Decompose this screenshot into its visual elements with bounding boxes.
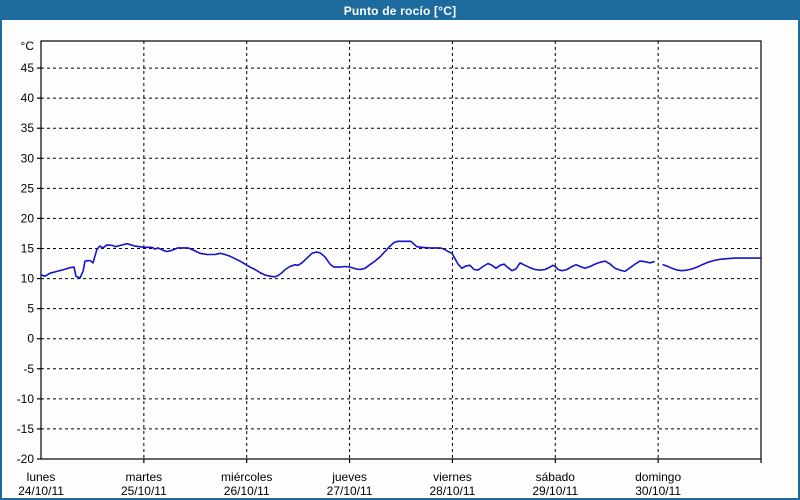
y-tick-label: 45 — [21, 61, 35, 75]
y-tick-label: -20 — [17, 452, 35, 466]
y-tick-label: 10 — [21, 272, 35, 286]
x-day-label: sábado — [536, 470, 576, 484]
x-date-label: 25/10/11 — [121, 484, 167, 498]
y-tick-label: 15 — [21, 241, 35, 255]
x-day-label: lunes — [27, 470, 56, 484]
y-tick-label: -15 — [17, 422, 35, 436]
x-date-label: 29/10/11 — [532, 484, 578, 498]
x-day-label: martes — [126, 470, 163, 484]
x-date-label: 27/10/11 — [327, 484, 373, 498]
dew-point-line-chart: °C -20 -15 -10 -5 0 5 10 15 20 25 30 35 40 45 lunes24/… — [17, 39, 762, 498]
y-tick-label: 35 — [21, 121, 35, 135]
series-line-segment — [662, 257, 762, 272]
x-day-label: jueves — [331, 470, 367, 484]
y-tick-label: 20 — [21, 211, 35, 225]
y-tick-label: -5 — [23, 362, 34, 376]
y-tick-label: 25 — [21, 181, 35, 195]
plot-frame — [40, 40, 762, 460]
x-day-label: domingo — [635, 470, 681, 484]
x-date-label: 24/10/11 — [18, 484, 64, 498]
chart-title-bar: Punto de rocío [°C] — [2, 2, 798, 20]
chart-title: Punto de rocío [°C] — [343, 4, 457, 18]
x-date-label: 28/10/11 — [430, 484, 476, 498]
y-tick-label: 40 — [21, 91, 35, 105]
y-tick-label: 30 — [21, 151, 35, 165]
y-axis-unit-label: °C — [21, 39, 35, 53]
series-line-segment — [40, 240, 655, 279]
x-date-label: 30/10/11 — [635, 484, 681, 498]
y-tick-label: 0 — [27, 332, 34, 346]
y-tick-label: -10 — [17, 392, 35, 406]
x-day-label: miércoles — [221, 470, 272, 484]
x-date-label: 26/10/11 — [224, 484, 270, 498]
y-tick-label: 5 — [27, 302, 34, 316]
x-day-label: viernes — [433, 470, 472, 484]
